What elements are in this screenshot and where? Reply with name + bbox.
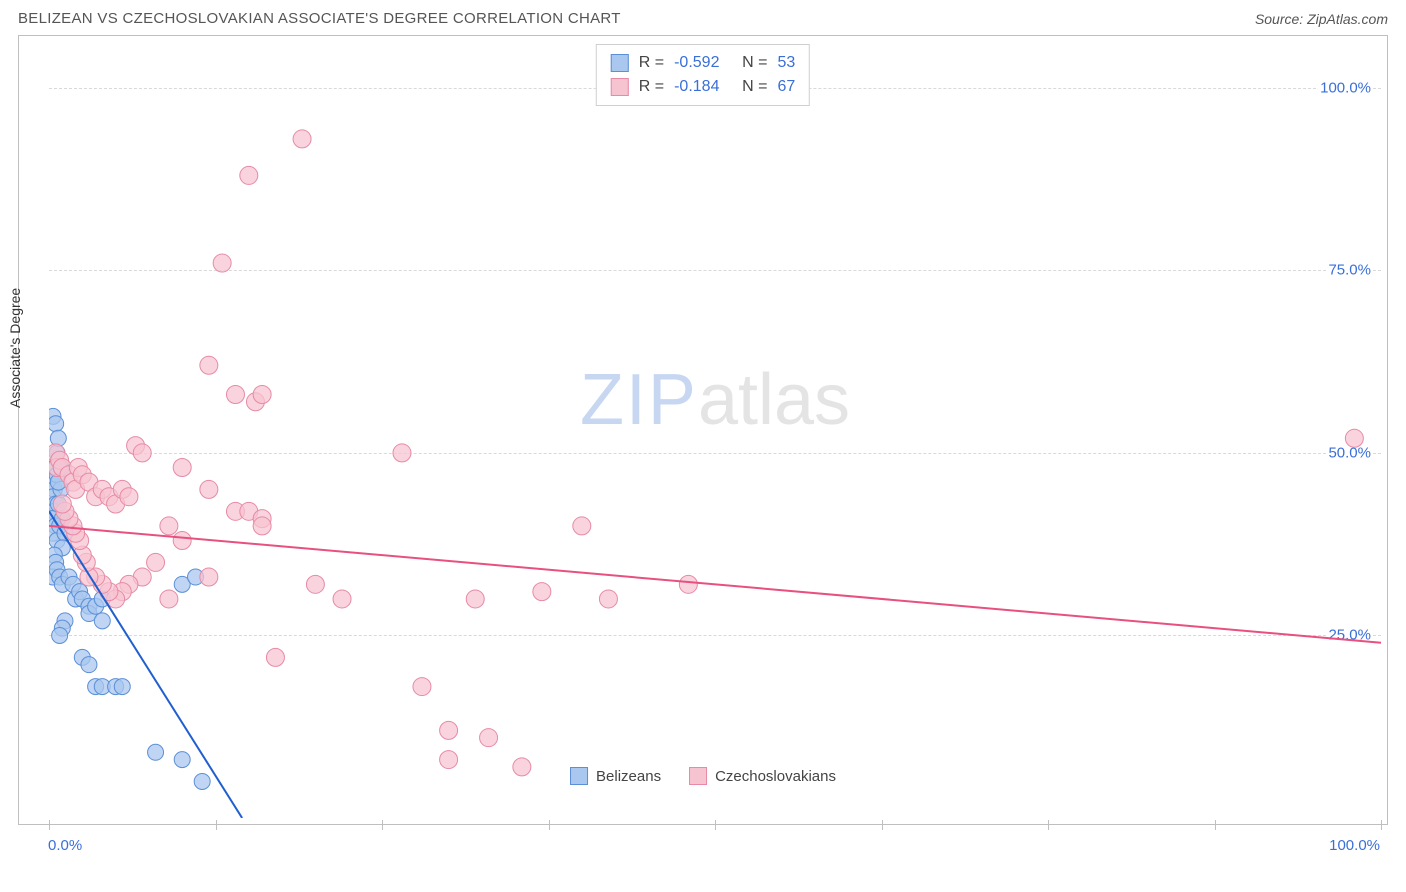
x-tick-mark [882, 820, 883, 830]
data-point [81, 657, 97, 673]
data-point [533, 583, 551, 601]
legend-swatch [611, 78, 629, 96]
n-value: 67 [777, 75, 795, 99]
data-point [333, 590, 351, 608]
n-value: 53 [777, 51, 795, 75]
data-point [393, 444, 411, 462]
plot-area: ZIPatlas 25.0%50.0%75.0%100.0% [49, 44, 1381, 818]
x-tick-mark [1048, 820, 1049, 830]
correlation-stats-box: R = -0.592 N = 53 R = -0.184 N = 67 [596, 44, 810, 106]
x-tick-mark [49, 820, 50, 830]
source-attribution: Source: ZipAtlas.com [1255, 11, 1388, 27]
data-point [466, 590, 484, 608]
x-tick-mark [382, 820, 383, 830]
x-tick-label: 100.0% [1329, 837, 1380, 854]
source-name: ZipAtlas.com [1307, 11, 1388, 27]
chart-container: Associate's Degree ZIPatlas 25.0%50.0%75… [18, 35, 1388, 825]
r-label: R = [639, 75, 664, 99]
r-value: -0.592 [674, 51, 732, 75]
data-point [120, 488, 138, 506]
data-point [114, 679, 130, 695]
data-point [1345, 429, 1363, 447]
data-point [53, 495, 71, 513]
chart-header: BELIZEAN VS CZECHOSLOVAKIAN ASSOCIATE'S … [0, 0, 1406, 35]
data-point [480, 729, 498, 747]
y-axis-label: Associate's Degree [7, 288, 23, 408]
data-point [49, 416, 64, 432]
stats-row: R = -0.184 N = 67 [611, 75, 795, 99]
data-point [160, 590, 178, 608]
n-label: N = [742, 75, 767, 99]
data-point [160, 517, 178, 535]
legend-item: Belizeans [570, 767, 661, 785]
data-point [440, 751, 458, 769]
data-point [240, 166, 258, 184]
data-point [174, 752, 190, 768]
chart-title: BELIZEAN VS CZECHOSLOVAKIAN ASSOCIATE'S … [18, 10, 621, 27]
legend-item: Czechoslovakians [689, 767, 836, 785]
trend-line [49, 526, 1381, 643]
n-label: N = [742, 51, 767, 75]
data-point [440, 721, 458, 739]
data-point [194, 773, 210, 789]
data-point [293, 130, 311, 148]
data-point [147, 553, 165, 571]
data-point [200, 356, 218, 374]
data-point [133, 444, 151, 462]
x-tick-mark [1381, 820, 1382, 830]
data-point [413, 678, 431, 696]
data-point [573, 517, 591, 535]
x-tick-label: 0.0% [48, 837, 82, 854]
data-point [94, 613, 110, 629]
r-label: R = [639, 51, 664, 75]
data-point [148, 744, 164, 760]
x-tick-mark [216, 820, 217, 830]
series-legend: Belizeans Czechoslovakians [570, 767, 836, 785]
data-point [679, 575, 697, 593]
data-point [253, 385, 271, 403]
x-tick-mark [715, 820, 716, 830]
source-prefix: Source: [1255, 11, 1307, 27]
data-point [266, 648, 284, 666]
data-point [173, 459, 191, 477]
data-point [200, 568, 218, 586]
data-point [599, 590, 617, 608]
legend-swatch [689, 767, 707, 785]
data-point [200, 480, 218, 498]
data-point [173, 532, 191, 550]
data-point [213, 254, 231, 272]
data-point [306, 575, 324, 593]
plot-frame: Associate's Degree ZIPatlas 25.0%50.0%75… [18, 35, 1388, 825]
legend-label: Belizeans [596, 768, 661, 785]
legend-label: Czechoslovakians [715, 768, 836, 785]
data-point [253, 517, 271, 535]
x-tick-mark [1215, 820, 1216, 830]
x-tick-mark [549, 820, 550, 830]
data-point [52, 627, 68, 643]
data-point [226, 385, 244, 403]
legend-swatch [611, 54, 629, 72]
data-point [513, 758, 531, 776]
scatter-svg [49, 44, 1381, 818]
r-value: -0.184 [674, 75, 732, 99]
legend-swatch [570, 767, 588, 785]
stats-row: R = -0.592 N = 53 [611, 51, 795, 75]
